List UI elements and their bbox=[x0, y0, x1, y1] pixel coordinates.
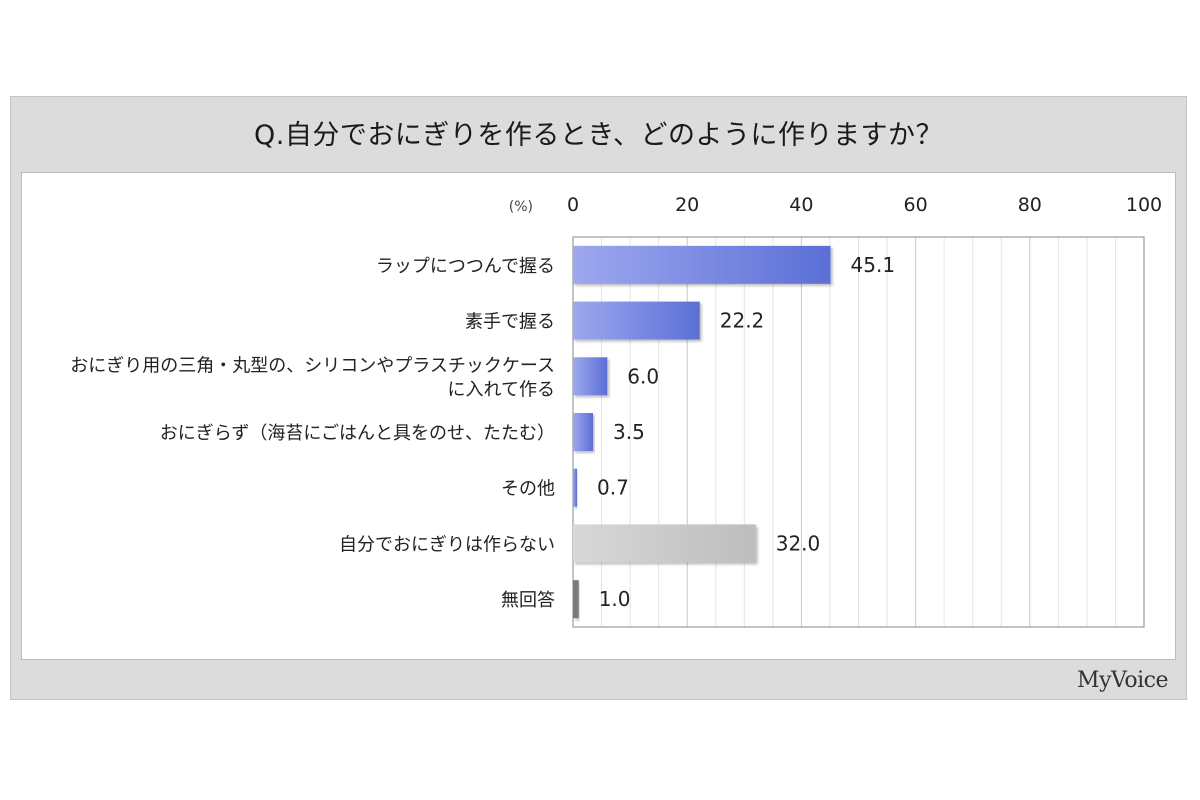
category-label: ラップにつつんで握る bbox=[376, 256, 555, 277]
category-label: おにぎらず（海苔にごはんと具をのせ、たたむ） bbox=[160, 423, 555, 444]
brand-logo: MyVoice bbox=[1077, 668, 1168, 693]
x-tick-label: 100 bbox=[1126, 194, 1162, 216]
bar bbox=[573, 413, 593, 451]
x-tick-label: 40 bbox=[789, 194, 813, 216]
data-label: 45.1 bbox=[851, 253, 896, 277]
data-label: 22.2 bbox=[720, 309, 765, 333]
category-label: に入れて作る bbox=[448, 379, 555, 400]
bar bbox=[573, 524, 756, 563]
unit-label: (%) bbox=[509, 199, 533, 215]
category-label: おにぎり用の三角・丸型の、シリコンやプラスチックケース bbox=[70, 355, 555, 376]
category-label: 自分でおにぎりは作らない bbox=[339, 534, 555, 555]
chart-title: Q.自分でおにぎりを作るとき、どのように作りますか？ bbox=[254, 120, 943, 151]
bar bbox=[573, 301, 700, 340]
bar bbox=[573, 468, 577, 507]
bar bbox=[573, 245, 831, 284]
data-label: 6.0 bbox=[627, 364, 659, 388]
bar-chart: 0 20 40 60 80 100 (%) 45.1 ラップにつつんで握る 22.2 素手で握る 6.… bbox=[70, 194, 1162, 628]
chart-panel: 0 20 40 60 80 100 (%) 45.1 ラップにつつんで握る 22.2 素手で握る 6.… bbox=[21, 172, 1176, 660]
category-label: 無回答 bbox=[501, 590, 555, 611]
x-tick-label: 20 bbox=[675, 194, 699, 216]
x-tick-label: 80 bbox=[1018, 194, 1042, 216]
data-label: 3.5 bbox=[613, 420, 645, 444]
category-label: その他 bbox=[501, 479, 555, 500]
category-label: 素手で握る bbox=[465, 312, 555, 333]
bar bbox=[573, 580, 579, 619]
bar bbox=[573, 357, 608, 396]
data-label: 32.0 bbox=[776, 531, 821, 555]
x-tick-label: 0 bbox=[567, 194, 579, 216]
x-tick-label: 60 bbox=[904, 194, 928, 216]
data-label: 0.7 bbox=[597, 476, 629, 500]
chart-frame: Q.自分でおにぎりを作るとき、どのように作りますか？ 0 20 40 60 80 100 (… bbox=[10, 96, 1187, 700]
data-label: 1.0 bbox=[599, 587, 631, 611]
brand-text: MyVoice bbox=[1077, 668, 1168, 693]
